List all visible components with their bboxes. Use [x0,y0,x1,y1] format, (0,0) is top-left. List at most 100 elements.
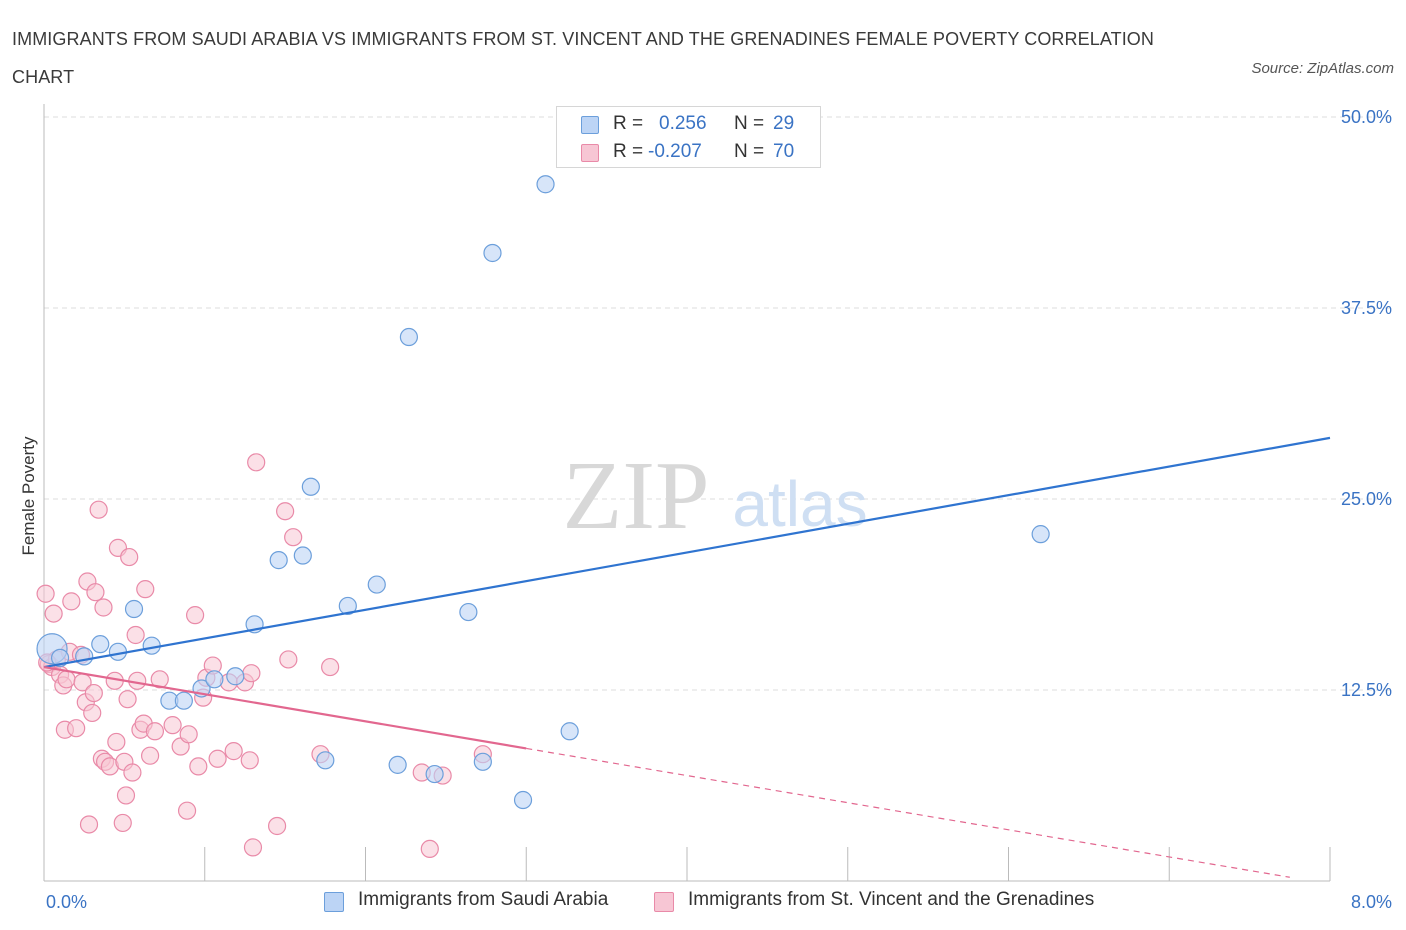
data-point-svg [113,813,132,833]
data-point-svg [420,839,439,859]
legend-r-value: -0.207 [648,141,702,162]
legend-n-value: 70 [773,141,795,162]
trend-line-svg-solid [43,665,527,750]
data-point-saudi [399,327,419,347]
data-point-svg [267,816,287,836]
axes [43,104,1331,882]
data-point-svg [247,453,266,472]
legend-r-label: R = [613,113,644,134]
legend-n-label: N = [734,113,765,134]
data-point-svg [126,625,145,645]
data-point-svg [120,547,139,567]
source-label: Source: ZipAtlas.com [1251,60,1394,77]
data-point-svg [140,746,160,765]
legend-row-saudi: R = 0.256 N = 29 [557,111,820,139]
data-point-svg [116,786,136,805]
legend-r-value: 0.256 [659,113,707,134]
data-point-svg [208,749,227,768]
bottom-legend-swatch-svg [654,892,674,912]
data-point-svg [123,763,142,782]
data-point-svg [179,725,198,744]
y-tick-label: 37.5% [1341,298,1392,318]
data-point-svg [83,703,102,723]
data-point-saudi [316,751,335,770]
data-point-svg [36,584,55,603]
data-point-saudi [124,599,144,619]
data-point-saudi [50,648,70,668]
bottom-legend-swatch-saudi [324,892,344,912]
data-point-svg [62,592,81,611]
trend-line-svg-dashed [526,747,1290,878]
watermark: ZIP atlas [563,442,868,550]
legend-swatch-svg [581,144,599,162]
watermark-atlas: atlas [732,468,867,540]
data-point-svg [44,604,63,623]
data-point-saudi [1031,525,1050,544]
y-tick-label: 12.5% [1341,680,1392,700]
trend-lines [43,436,1331,878]
data-point-saudi [388,755,407,774]
legend-row-svg: R = -0.207 N = 70 [557,139,820,167]
legend-r-label: R = [613,141,644,162]
data-point-svg [94,598,113,617]
correlation-legend: R = 0.256 N = 29 R = -0.207 N = 70 [556,106,821,168]
data-point-svg [150,670,169,689]
data-point-svg [107,732,126,752]
data-point-saudi [473,752,492,771]
data-point-saudi [483,243,502,263]
y-axis-label: Female Poverty [19,436,38,556]
y-tick-label: 25.0% [1341,489,1392,509]
watermark-zip: ZIP [563,442,710,550]
data-point-svg [89,500,108,519]
data-point-saudi [367,575,386,594]
data-point-saudi [338,596,357,616]
data-point-saudi [293,546,312,565]
data-point-saudi [91,635,110,654]
data-point-svg [163,716,182,735]
data-point-svg [57,670,76,689]
data-point-svg [189,757,208,776]
data-point-saudi [174,691,193,710]
x-tick-label-min: 0.0% [46,892,87,912]
series-sa-points [36,175,1050,810]
trend-line-saudi [43,436,1331,669]
tick-labels: 12.5% 25.0% 37.5% 50.0% 0.0% 8.0% [46,107,1392,912]
data-point-svg [67,719,86,738]
chart-title: IMMIGRANTS FROM SAUDI ARABIA VS IMMIGRAN… [12,29,1155,87]
data-point-saudi [513,790,533,810]
grid-lines [44,116,1392,691]
data-point-svg [240,751,259,770]
data-point-svg [145,722,165,741]
data-point-svg [136,580,155,599]
x-tick-label-max: 8.0% [1351,892,1392,912]
data-point-saudi [301,477,320,496]
data-point-saudi [269,551,288,570]
data-point-saudi [459,602,478,622]
bottom-legend-label-svg: Immigrants from St. Vincent and the Gren… [688,889,1095,910]
data-point-svg [242,664,261,683]
legend-n-value: 29 [773,113,795,134]
data-point-saudi [560,722,579,741]
data-point-svg [86,583,105,602]
data-point-svg [276,502,295,521]
data-point-saudi [425,764,444,784]
data-point-svg [321,657,340,677]
data-point-svg [186,606,205,625]
data-point-svg [224,742,243,761]
y-tick-label: 50.0% [1341,107,1392,127]
series-svg-points [36,453,492,859]
data-point-svg [284,528,303,547]
data-point-svg [243,838,263,857]
data-point-svg [118,690,137,709]
data-point-saudi [205,670,224,689]
data-point-saudi [226,667,245,686]
legend-n-label: N = [734,141,765,162]
data-point-svg [84,683,103,703]
data-point-saudi [142,636,161,655]
data-point-saudi [75,647,94,666]
legend-swatch-saudi [581,116,599,134]
bottom-legend-label-saudi: Immigrants from Saudi Arabia [358,889,609,910]
data-point-svg [79,815,99,834]
data-point-saudi [536,175,555,194]
